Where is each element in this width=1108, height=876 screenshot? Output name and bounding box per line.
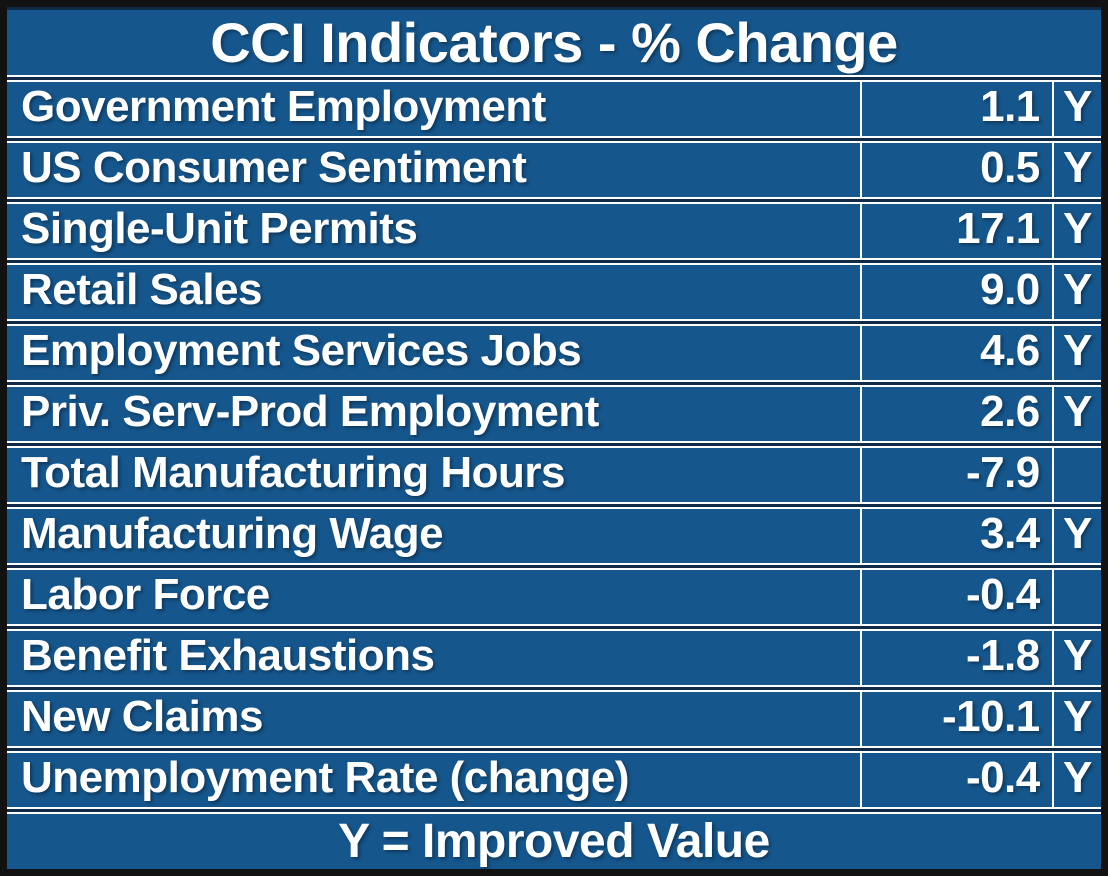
- value-cell: 4.6: [860, 324, 1052, 382]
- flag-cell: Y: [1051, 141, 1101, 199]
- flag-cell: Y: [1051, 324, 1101, 382]
- flag-cell: Y: [1051, 80, 1101, 138]
- indicator-name-cell: Labor Force: [7, 568, 861, 626]
- table-row: US Consumer Sentiment 0.5 Y: [7, 141, 1101, 199]
- value-cell: -0.4: [860, 568, 1052, 626]
- value-cell: 0.5: [860, 141, 1052, 199]
- table-row: New Claims -10.1 Y: [7, 690, 1101, 748]
- indicator-name-cell: Single-Unit Permits: [7, 202, 861, 260]
- value-cell: 9.0: [860, 263, 1052, 321]
- flag-cell: [1051, 568, 1101, 626]
- indicator-name-cell: Benefit Exhaustions: [7, 629, 861, 687]
- table-row: Benefit Exhaustions -1.8 Y: [7, 629, 1101, 687]
- indicator-name-cell: Government Employment: [7, 80, 861, 138]
- table-row: Unemployment Rate (change) -0.4 Y: [7, 751, 1101, 809]
- page-title: CCI Indicators - % Change: [7, 10, 1101, 77]
- flag-cell: Y: [1051, 629, 1101, 687]
- table-row: Labor Force -0.4: [7, 568, 1101, 626]
- legend-note: Y = Improved Value: [7, 812, 1101, 869]
- flag-cell: Y: [1051, 202, 1101, 260]
- table-row: Total Manufacturing Hours -7.9: [7, 446, 1101, 504]
- table-row: Retail Sales 9.0 Y: [7, 263, 1101, 321]
- indicator-name-cell: Priv. Serv-Prod Employment: [7, 385, 861, 443]
- value-cell: -1.8: [860, 629, 1052, 687]
- value-cell: 17.1: [860, 202, 1052, 260]
- indicator-name-cell: Employment Services Jobs: [7, 324, 861, 382]
- flag-cell: Y: [1051, 751, 1101, 809]
- value-cell: 1.1: [860, 80, 1052, 138]
- value-cell: -10.1: [860, 690, 1052, 748]
- value-cell: -7.9: [860, 446, 1052, 504]
- table-row: Single-Unit Permits 17.1 Y: [7, 202, 1101, 260]
- indicator-name-cell: New Claims: [7, 690, 861, 748]
- title-row: CCI Indicators - % Change: [7, 10, 1101, 77]
- indicator-name-cell: Total Manufacturing Hours: [7, 446, 861, 504]
- indicator-name-cell: US Consumer Sentiment: [7, 141, 861, 199]
- indicator-name-cell: Retail Sales: [7, 263, 861, 321]
- indicator-name-cell: Manufacturing Wage: [7, 507, 861, 565]
- value-cell: 3.4: [860, 507, 1052, 565]
- flag-cell: Y: [1051, 263, 1101, 321]
- indicator-name-cell: Unemployment Rate (change): [7, 751, 861, 809]
- value-cell: -0.4: [860, 751, 1052, 809]
- footer-row: Y = Improved Value: [7, 812, 1101, 869]
- flag-cell: Y: [1051, 690, 1101, 748]
- flag-cell: [1051, 446, 1101, 504]
- table-row: Priv. Serv-Prod Employment 2.6 Y: [7, 385, 1101, 443]
- flag-cell: Y: [1051, 385, 1101, 443]
- table-row: Government Employment 1.1 Y: [7, 80, 1101, 138]
- value-cell: 2.6: [860, 385, 1052, 443]
- table-row: Employment Services Jobs 4.6 Y: [7, 324, 1101, 382]
- table-row: Manufacturing Wage 3.4 Y: [7, 507, 1101, 565]
- cci-indicators-table: CCI Indicators - % Change Government Emp…: [7, 7, 1101, 869]
- flag-cell: Y: [1051, 507, 1101, 565]
